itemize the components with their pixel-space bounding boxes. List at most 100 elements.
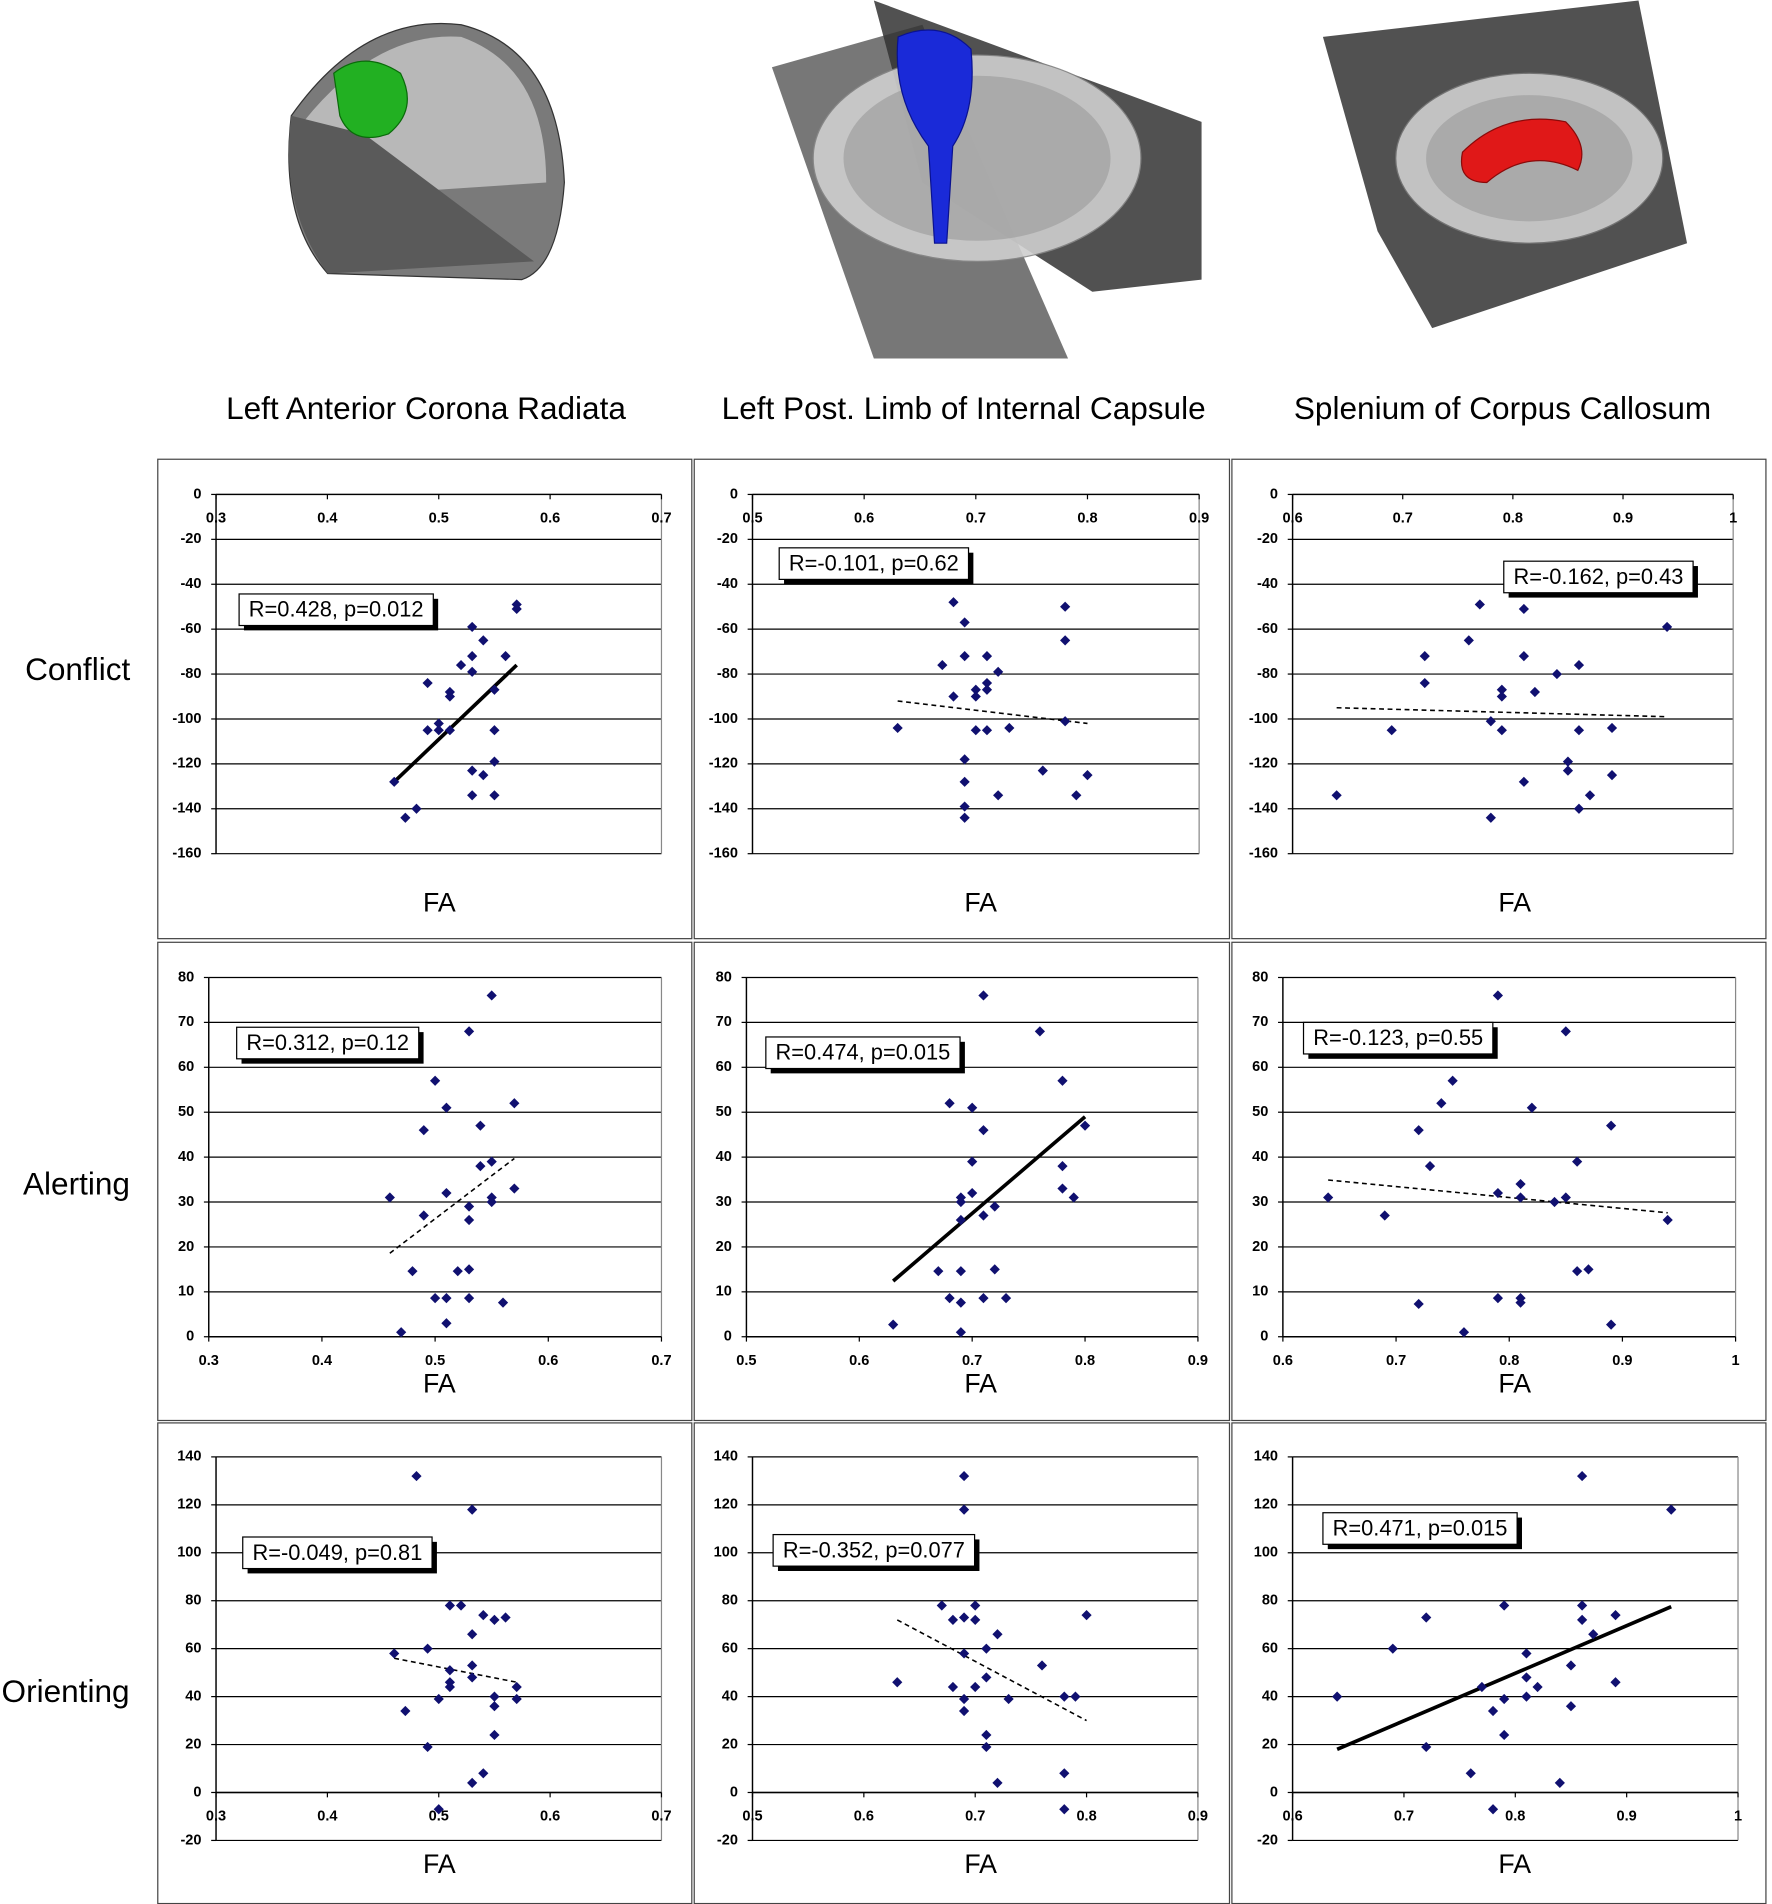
data-point: [467, 621, 478, 633]
data-point: [511, 1693, 522, 1705]
data-point: [892, 1677, 903, 1688]
y-tick-label: -160: [1249, 846, 1278, 862]
annotation: R=-0.123, p=0.55: [1313, 1025, 1483, 1050]
data-point: [441, 1293, 452, 1304]
data-point: [937, 659, 948, 671]
data-point: [1529, 686, 1541, 698]
x-tick-label: 0.3: [206, 1809, 226, 1825]
x-tick-label: 0.5: [429, 1809, 449, 1825]
y-tick-label: -20: [1257, 531, 1278, 547]
scatter-panel: -20 0 20 40 60 80 100 120 140 0.3 0.4 0.5 0.6 0.7 R=-0…: [157, 1422, 693, 1904]
brain-image-2: [771, 0, 1202, 359]
y-tick-label: 80: [1262, 1593, 1278, 1609]
data-point: [489, 1614, 500, 1625]
x-tick-label: 0.3: [206, 511, 226, 527]
data-point: [1492, 1293, 1504, 1304]
data-point: [1419, 651, 1430, 662]
data-point: [1577, 1600, 1588, 1611]
data-point: [500, 651, 511, 662]
data-point: [1070, 1691, 1081, 1702]
data-point: [1000, 1293, 1012, 1304]
y-tick-label: 0: [730, 1784, 738, 1800]
data-point: [441, 1187, 452, 1199]
data-point: [959, 754, 970, 765]
data-point: [418, 1125, 429, 1136]
data-point: [1521, 1648, 1532, 1659]
data-point: [959, 651, 970, 662]
data-point: [1057, 1160, 1068, 1172]
x-tick-label: 0.9: [1613, 511, 1633, 527]
data-point: [400, 1705, 411, 1717]
y-tick-label: 80: [722, 1593, 738, 1609]
data-point: [1060, 716, 1071, 727]
data-point: [396, 1327, 407, 1338]
data-point: [1465, 1768, 1476, 1779]
data-point: [981, 1729, 992, 1741]
trendline: [1336, 1605, 1672, 1752]
y-tick-label: 40: [185, 1688, 201, 1704]
x-axis-label: FA: [423, 1849, 456, 1879]
data-point: [1387, 1643, 1398, 1654]
data-point: [959, 776, 970, 787]
data-point: [1036, 1660, 1048, 1671]
data-point: [1034, 1026, 1045, 1037]
annotation: R=-0.049, p=0.81: [252, 1540, 422, 1565]
data-point: [467, 1504, 478, 1515]
data-point: [958, 1648, 970, 1659]
x-tick-label: 0.6: [540, 1809, 560, 1825]
column-title: Left Post. Limb of Internal Capsule: [722, 390, 1206, 426]
y-tick-label: 140: [177, 1449, 201, 1465]
data-point: [1572, 1266, 1583, 1277]
annotation: R=-0.101, p=0.62: [789, 551, 959, 576]
data-point: [1572, 1156, 1583, 1167]
data-point: [978, 1293, 989, 1304]
panel-frame: [157, 941, 693, 1422]
y-tick-label: 10: [1252, 1284, 1268, 1300]
data-point: [1583, 1264, 1594, 1275]
y-tick-label: -40: [1257, 576, 1278, 592]
data-point: [1532, 1681, 1543, 1693]
data-point: [1606, 770, 1618, 781]
data-point: [489, 790, 500, 801]
data-point: [1518, 603, 1529, 615]
data-point: [970, 1681, 981, 1693]
data-point: [486, 1196, 497, 1208]
data-point: [422, 677, 433, 689]
data-point: [467, 666, 478, 677]
scatter-panel: -20 0 20 40 60 80 100 120 140 0.5 0.6 0.7 0.8 0.9 R=-0…: [693, 1422, 1231, 1904]
data-point: [441, 1318, 452, 1329]
data-point: [1476, 1681, 1487, 1693]
data-point: [1515, 1178, 1526, 1190]
data-point: [970, 691, 981, 702]
data-point: [1060, 601, 1071, 612]
data-point: [955, 1297, 966, 1308]
y-tick-label: 80: [716, 969, 732, 985]
data-point: [384, 1192, 395, 1203]
data-point: [489, 756, 500, 767]
x-tick-label: 0.5: [425, 1353, 445, 1369]
x-tick-label: 0.4: [317, 1809, 338, 1825]
y-tick-label: 100: [714, 1545, 738, 1561]
data-point: [1037, 765, 1048, 776]
data-point: [1436, 1098, 1447, 1109]
data-point: [978, 1210, 989, 1221]
y-tick-label: 80: [185, 1593, 201, 1609]
x-tick-label: 0.8: [1503, 511, 1523, 527]
x-tick-label: 0.7: [1394, 1809, 1414, 1825]
data-point: [1515, 1192, 1526, 1203]
data-point: [407, 1266, 418, 1277]
data-point: [1413, 1125, 1424, 1136]
annotation: R=-0.162, p=0.43: [1513, 564, 1683, 589]
data-point: [489, 1691, 500, 1702]
y-tick-label: -60: [1257, 621, 1278, 637]
data-point: [463, 1264, 475, 1275]
data-point: [478, 1768, 489, 1779]
data-point: [1485, 716, 1496, 727]
data-point: [1323, 1192, 1334, 1203]
y-tick-label: -100: [1249, 711, 1278, 727]
data-point: [1068, 1192, 1079, 1203]
data-point: [509, 1098, 520, 1109]
data-point: [1386, 725, 1397, 736]
data-point: [489, 725, 500, 736]
annotation: R=-0.352, p=0.077: [783, 1537, 965, 1562]
